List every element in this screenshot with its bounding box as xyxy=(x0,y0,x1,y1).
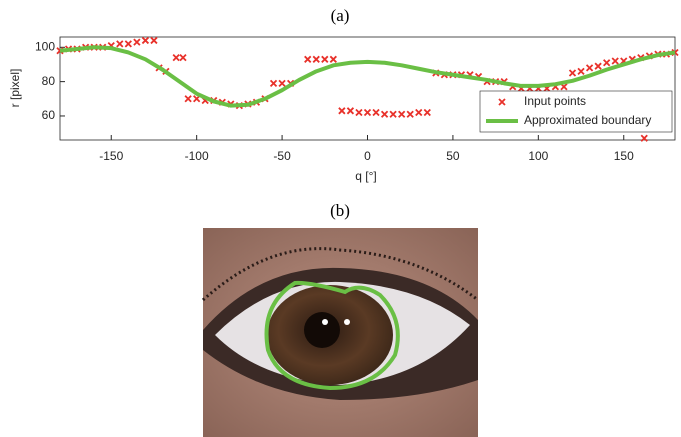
panel-label: (b) xyxy=(330,201,350,220)
point xyxy=(313,56,319,62)
y-tick-label: 60 xyxy=(42,108,56,122)
x-tick-label: -100 xyxy=(185,149,209,163)
x-tick-label: 150 xyxy=(614,149,634,163)
point xyxy=(587,65,593,71)
point xyxy=(339,108,345,114)
point xyxy=(373,110,379,116)
x-axis-label: q [°] xyxy=(355,169,376,183)
point xyxy=(271,80,277,86)
point xyxy=(407,111,413,117)
point xyxy=(322,56,328,62)
point xyxy=(570,70,576,76)
point xyxy=(612,58,618,64)
y-tick-label: 80 xyxy=(42,74,56,88)
eye-photo xyxy=(203,228,478,437)
point xyxy=(305,56,311,62)
x-tick-label: -50 xyxy=(273,149,291,163)
point xyxy=(125,41,131,47)
point xyxy=(595,63,601,69)
point xyxy=(134,39,140,45)
point xyxy=(330,56,336,62)
x-tick-label: 50 xyxy=(446,149,460,163)
page: (a) r [pixel] q [°] (b) 60 80 100 -150 -100 -… xyxy=(0,0,681,437)
point xyxy=(399,111,405,117)
point xyxy=(356,110,362,116)
point xyxy=(390,111,396,117)
point xyxy=(365,110,371,116)
legend-label: Input points xyxy=(524,94,586,108)
point xyxy=(180,55,186,61)
y-tick-label: 100 xyxy=(35,39,55,53)
point xyxy=(424,110,430,116)
point xyxy=(151,37,157,43)
point xyxy=(185,96,191,102)
point xyxy=(382,111,388,117)
point xyxy=(347,108,353,114)
point xyxy=(578,68,584,74)
panel-label: (a) xyxy=(331,6,350,25)
point xyxy=(117,41,123,47)
point xyxy=(416,110,422,116)
figure: (a) r [pixel] q [°] (b) 60 80 100 -150 -100 -… xyxy=(0,0,681,437)
x-tick-label: -150 xyxy=(99,149,123,163)
y-axis-label: r [pixel] xyxy=(8,69,22,108)
point xyxy=(173,55,179,61)
x-tick-label: 100 xyxy=(528,149,548,163)
point xyxy=(604,60,610,66)
x-tick-label: 0 xyxy=(364,149,371,163)
point xyxy=(142,37,148,43)
point xyxy=(279,80,285,86)
legend-label: Approximated boundary xyxy=(524,113,651,127)
